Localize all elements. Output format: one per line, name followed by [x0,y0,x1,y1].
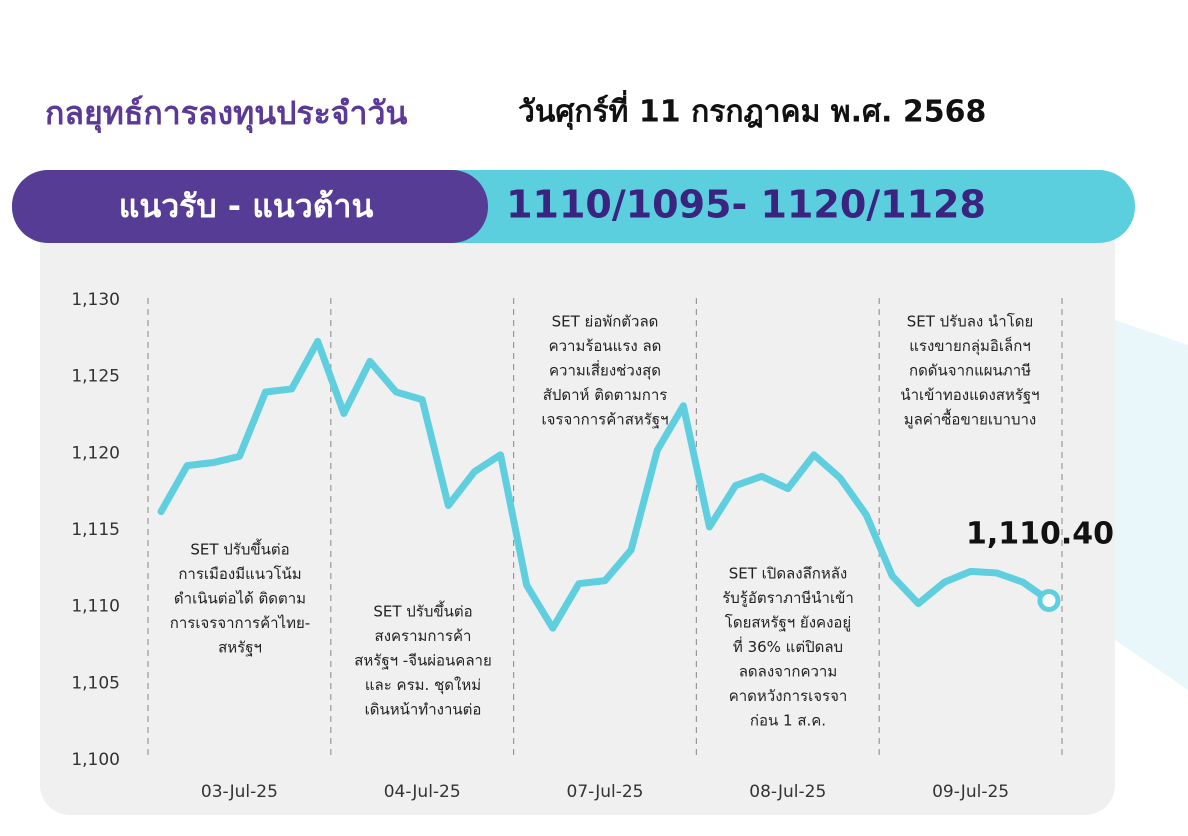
annotation: และ ครม. ชุดใหม่ [365,676,481,695]
y-tick-label: 1,100 [71,750,120,770]
annotation: สัปดาห์ ติดตามการ [543,386,668,404]
last-point [1037,589,1061,613]
annotation: SET ปรับขึ้นต่อ [373,601,472,621]
annotation: สหรัฐฯ -จีนผ่อนคลาย [354,652,492,670]
annotation: สหรัฐฯ [218,639,262,657]
x-tick-label: 09-Jul-25 [932,782,1009,802]
annotation: ที่ 36% แต่ปิดลบ [733,636,843,656]
annotation: ก่อน 1 ส.ค. [750,712,826,730]
x-tick-label: 08-Jul-25 [749,782,826,802]
annotation: รับรู้อัตราภาษีนำเข้า [722,589,854,607]
y-tick-label: 1,110 [71,597,120,617]
annotation: ดำเนินต่อได้ ติดตาม [174,590,306,608]
annotation: ความเสี่ยงช่วงสุด [549,360,661,381]
y-tick-label: 1,105 [71,673,120,693]
annotation: SET ปรับขึ้นต่อ [190,539,289,559]
y-tick-label: 1,130 [71,290,120,310]
annotation: SET ย่อพักตัวลด [552,313,659,331]
price-line [157,337,1053,632]
banner-levels: 1110/1095- 1120/1128 [506,183,986,227]
annotation: ลดลงจากความ [739,663,838,681]
annotation: กดดันจากแผนภาษี [909,362,1031,380]
chart-panel [40,200,1115,815]
annotation: นำเข้าทองแดงสหรัฐฯ [900,386,1039,404]
annotation: โดยสหรัฐฯ ยังคงอยู่ [725,614,851,632]
banner-label: แนวรับ - แนวต้าน [119,187,374,225]
y-tick-label: 1,115 [71,520,120,540]
annotation: ความร้อนแรง ลด [549,337,662,355]
annotation: เดินหน้าทำงานต่อ [365,701,482,719]
annotation: มูลค่าซื้อขายเบาบาง [904,409,1037,429]
annotation: การเจรจาการค้าไทย- [170,614,310,632]
annotation: SET เปิดลงลึกหลัง [729,565,848,583]
x-tick-label: 07-Jul-25 [567,782,644,802]
annotation: สงครามการค้า [375,627,472,645]
banner-left [12,170,488,243]
y-tick-label: 1,120 [71,443,120,463]
date: วันศุกร์ที่ 11 กรกฎาคม พ.ศ. 2568 [518,90,986,131]
annotation: คาดหวังการเจรจา [729,687,848,705]
decoration [1115,320,1188,690]
y-tick-label: 1,125 [71,367,120,387]
annotation: การเมืองมีแนวโน้ม [178,565,301,583]
end-label: 1,110.40 [966,517,1114,552]
x-tick-label: 04-Jul-25 [384,782,461,802]
title: กลยุทธ์การลงทุนประจำวัน [45,94,407,134]
x-tick-label: 03-Jul-25 [201,782,278,802]
annotation: เจรจาการค้าสหรัฐฯ [541,411,668,429]
annotation: SET ปรับลง นำโดย [907,313,1034,331]
annotation: แรงขายกลุ่มอิเล็กฯ [909,336,1031,356]
